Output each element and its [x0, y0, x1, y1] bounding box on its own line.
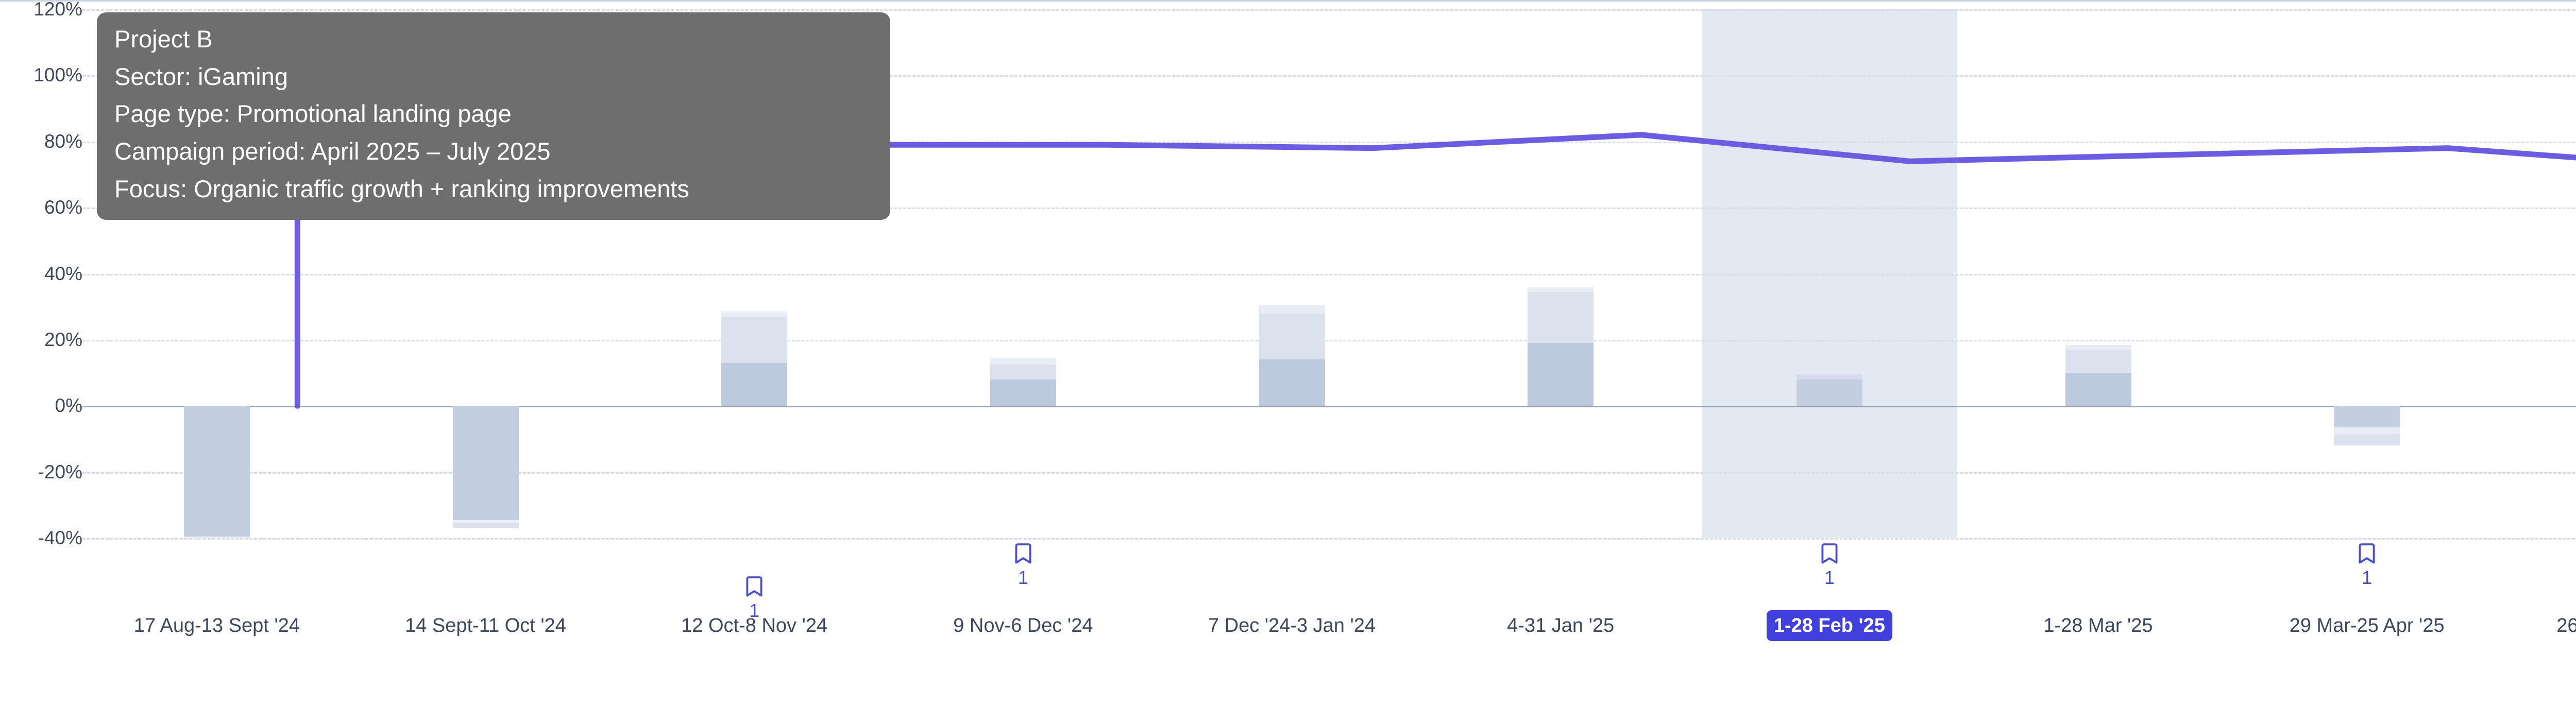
x-axis-label[interactable]: 7 Dec '24-3 Jan '24: [1208, 615, 1376, 636]
x-axis-category[interactable]: 17 Aug-13 Sept '24: [73, 610, 361, 641]
y-axis-left-tick: 120%: [33, 0, 82, 20]
annotation-line-1: Sector: iGaming: [114, 62, 288, 90]
x-axis-label-selected[interactable]: 1-28 Feb '25: [1766, 610, 1892, 641]
bar-segment: [2065, 344, 2131, 350]
bar-segment: [1259, 313, 1325, 360]
x-axis-category[interactable]: 9 Nov-6 Dec '24: [879, 610, 1167, 641]
annotation-line-0: Project B: [114, 25, 213, 53]
plot-area: [82, 9, 2576, 540]
annotation-marker-count: 1: [1018, 567, 1028, 588]
bar-segment: [721, 362, 788, 406]
top-divider: [0, 0, 2576, 2]
bar-column[interactable]: [990, 9, 1056, 538]
x-axis: 17 Aug-13 Sept '24 14 Sept-11 Oct '24 1 12 …: [82, 538, 2576, 725]
bar-segment: [2334, 427, 2400, 434]
gridline: [82, 75, 2576, 77]
bar-segment: [721, 316, 788, 363]
bar-segment: [990, 365, 1056, 379]
gridline: [82, 538, 2576, 540]
gridline: [82, 406, 2576, 408]
x-axis-category[interactable]: 1-28 Feb '25: [1685, 610, 1974, 641]
x-axis-category[interactable]: 26 Apr-23 May '25: [2492, 610, 2576, 641]
annotation-marker[interactable]: 1: [2331, 542, 2403, 587]
bar-column[interactable]: [1259, 9, 1325, 538]
annotation-line-2: Page type: Promotional landing page: [114, 100, 512, 128]
bar-segment: [2334, 434, 2400, 446]
bar-segment: [721, 312, 788, 317]
bar-segment: [2065, 350, 2131, 373]
annotation-marker[interactable]: 1: [1793, 542, 1866, 587]
gridline: [82, 9, 2576, 11]
bar-segment: [1259, 305, 1325, 314]
y-axis-left-tick: -40%: [38, 527, 82, 548]
y-axis-left-tick: 60%: [44, 197, 82, 218]
annotation-line-3: Campaign period: April 2025 – July 2025: [114, 137, 551, 165]
y-axis-left-tick: 40%: [44, 263, 82, 284]
annotation-line-4: Focus: Organic traffic growth + ranking …: [114, 175, 689, 202]
annotation-marker[interactable]: 1: [718, 575, 790, 620]
gridline: [82, 141, 2576, 143]
gridline: [82, 273, 2576, 275]
bar-segment: [990, 358, 1056, 365]
bar-column[interactable]: [1528, 9, 1594, 538]
bar-column[interactable]: [2334, 9, 2400, 538]
bar-segment: [2065, 373, 2131, 406]
bar-segment: [1796, 374, 1862, 379]
y-axis-left-tick: -20%: [38, 461, 82, 482]
bar-segment: [1259, 359, 1325, 406]
x-axis-label[interactable]: 29 Mar-25 Apr '25: [2289, 615, 2445, 636]
bar-column[interactable]: [2065, 9, 2131, 538]
x-axis-label[interactable]: 14 Sept-11 Oct '24: [405, 615, 566, 636]
x-axis-label[interactable]: 26 Apr-23 May '25: [2556, 615, 2576, 636]
bar-segment: [452, 523, 519, 528]
bookmark-icon: [1821, 543, 1838, 564]
bookmark-icon: [746, 576, 762, 597]
bar-segment: [452, 406, 519, 528]
x-axis-category[interactable]: 12 Oct-8 Nov '24: [610, 610, 899, 641]
gridline: [82, 339, 2576, 341]
annotation-tooltip: Project B Sector: iGaming Page type: Pro…: [97, 12, 890, 220]
bar-segment: [452, 520, 519, 524]
gridline: [82, 472, 2576, 474]
bar-segment: [1528, 343, 1594, 406]
x-axis-category[interactable]: 29 Mar-25 Apr '25: [2223, 610, 2511, 641]
bar-segment: [183, 406, 250, 538]
y-axis-left-tick: 100%: [33, 64, 82, 86]
y-axis-left-tick: 20%: [44, 329, 82, 350]
y-axis-left: 120% 100% 80% 60% 40% 20% 0% -20% -40%: [0, 0, 82, 548]
annotation-marker[interactable]: 1: [987, 542, 1059, 587]
y-axis-left-tick: 80%: [44, 130, 82, 152]
x-axis-label[interactable]: 1-28 Mar '25: [2043, 615, 2153, 636]
bar-segment: [1528, 287, 1594, 292]
bar-segment: [1796, 379, 1862, 406]
x-axis-label[interactable]: 4-31 Jan '25: [1507, 615, 1615, 636]
bookmark-icon: [2359, 543, 2375, 564]
annotation-marker-count: 1: [1824, 567, 1835, 588]
bar-column[interactable]: [452, 9, 519, 538]
x-axis-category[interactable]: 4-31 Jan '25: [1416, 610, 1705, 641]
x-axis-label[interactable]: 17 Aug-13 Sept '24: [133, 615, 300, 636]
bar-column[interactable]: [721, 9, 788, 538]
gridline: [82, 208, 2576, 210]
bar-segment: [183, 536, 250, 538]
x-axis-category[interactable]: 14 Sept-11 Oct '24: [342, 610, 630, 641]
x-axis-category[interactable]: 7 Dec '24-3 Jan '24: [1148, 610, 1436, 641]
x-axis-category[interactable]: 1-28 Mar '25: [1954, 610, 2243, 641]
bar-column[interactable]: [1796, 9, 1862, 538]
annotation-marker-count: 1: [2362, 567, 2372, 588]
annotation-marker-count: 1: [749, 600, 760, 621]
bar-segment: [990, 379, 1056, 406]
x-axis-label[interactable]: 12 Oct-8 Nov '24: [681, 615, 828, 636]
y-axis-left-tick: 0%: [55, 395, 82, 417]
bookmark-icon: [1015, 543, 1031, 564]
bar-column[interactable]: [183, 9, 250, 538]
bar-segment: [1528, 291, 1594, 343]
x-axis-label[interactable]: 9 Nov-6 Dec '24: [953, 615, 1093, 636]
